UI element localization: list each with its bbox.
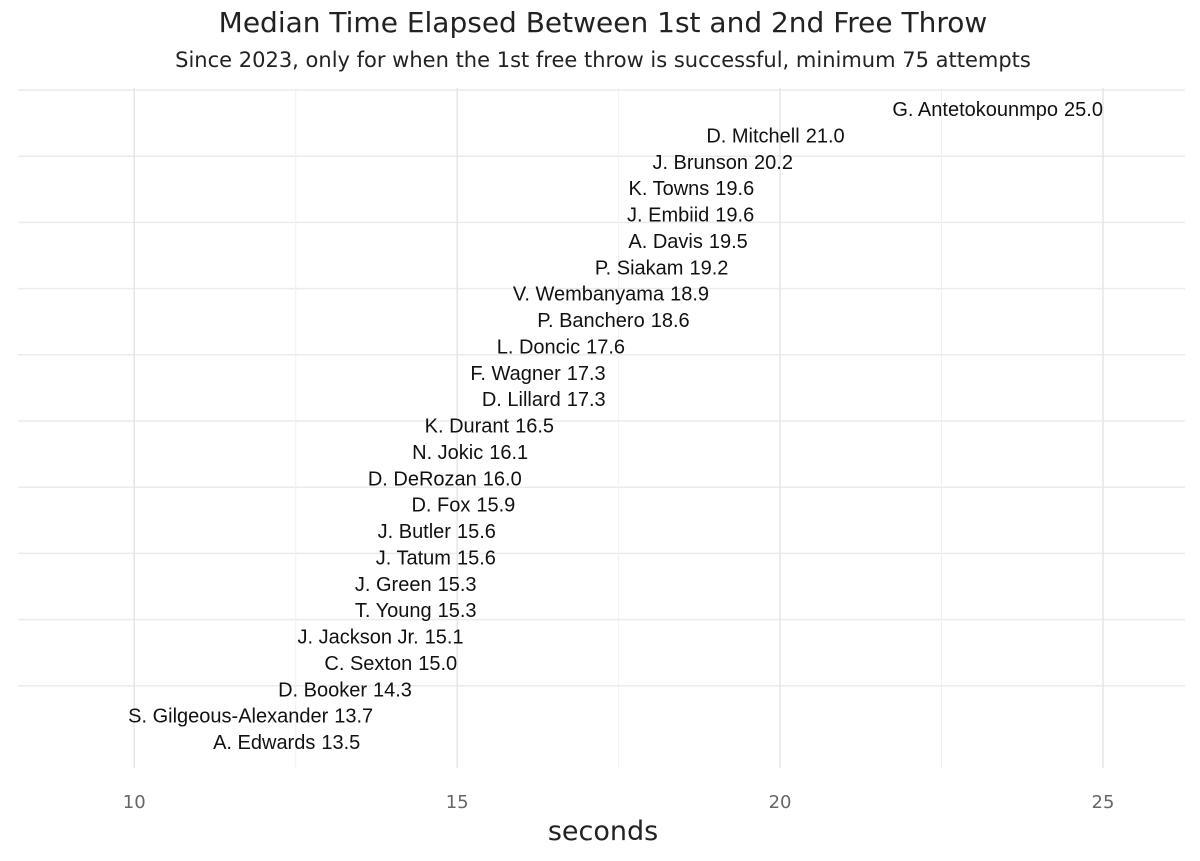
value-label: 17.3: [567, 363, 606, 385]
point-label: D. Lillard 17.3: [482, 389, 606, 411]
value-label: 17.6: [586, 336, 625, 358]
point-label: A. Davis 19.5: [628, 231, 747, 253]
value-label: 19.2: [689, 257, 728, 279]
player-name: D. Booker: [278, 679, 367, 701]
value-label: 19.5: [709, 231, 748, 253]
value-label: 13.7: [334, 706, 373, 728]
point-label: L. Doncic 17.6: [497, 336, 625, 358]
point-label: D. Booker 14.3: [278, 679, 412, 701]
x-tick-label: 10: [123, 792, 146, 813]
x-axis-label: seconds: [548, 816, 658, 847]
value-label: 15.1: [425, 627, 464, 649]
x-tick-label: 20: [769, 792, 792, 813]
player-name: P. Banchero: [537, 310, 645, 332]
point-label: D. DeRozan 16.0: [368, 468, 522, 490]
point-label: K. Durant 16.5: [425, 416, 554, 438]
value-label: 16.0: [483, 468, 522, 490]
point-label: J. Green 15.3: [355, 574, 477, 596]
value-label: 21.0: [806, 125, 845, 147]
point-label: S. Gilgeous-Alexander 13.7: [128, 706, 373, 728]
player-name: C. Sexton: [324, 653, 412, 675]
point-label: V. Wembanyama 18.9: [513, 284, 709, 306]
player-name: S. Gilgeous-Alexander: [128, 706, 328, 728]
player-name: V. Wembanyama: [513, 284, 665, 306]
value-label: 15.3: [438, 574, 477, 596]
point-label: J. Jackson Jr. 15.1: [298, 627, 464, 649]
chart-title: Median Time Elapsed Between 1st and 2nd …: [219, 6, 988, 39]
value-label: 14.3: [373, 679, 412, 701]
value-label: 25.0: [1064, 99, 1103, 121]
player-name: D. DeRozan: [368, 468, 477, 490]
point-label: P. Banchero 18.6: [537, 310, 689, 332]
player-name: K. Towns: [629, 178, 710, 200]
player-name: A. Davis: [628, 231, 702, 253]
point-label: J. Embiid 19.6: [627, 205, 754, 227]
chart-subtitle: Since 2023, only for when the 1st free t…: [175, 48, 1031, 72]
value-label: 16.5: [515, 416, 554, 438]
point-label: J. Butler 15.6: [378, 521, 496, 543]
value-label: 13.5: [321, 732, 360, 754]
x-tick-label: 25: [1092, 792, 1115, 813]
player-name: T. Young: [355, 600, 432, 622]
player-name: D. Lillard: [482, 389, 561, 411]
value-label: 16.1: [489, 442, 528, 464]
point-label: C. Sexton 15.0: [324, 653, 457, 675]
point-label: D. Fox 15.9: [411, 495, 515, 517]
value-label: 18.9: [670, 284, 709, 306]
point-label: F. Wagner 17.3: [470, 363, 605, 385]
value-label: 15.6: [457, 547, 496, 569]
player-name: D. Mitchell: [706, 125, 799, 147]
value-label: 15.6: [457, 521, 496, 543]
player-name: K. Durant: [425, 416, 510, 438]
point-label: J. Tatum 15.6: [376, 547, 496, 569]
player-name: J. Brunson: [652, 152, 748, 174]
value-label: 15.0: [418, 653, 457, 675]
value-label: 20.2: [754, 152, 793, 174]
value-label: 15.3: [438, 600, 477, 622]
point-label: P. Siakam 19.2: [595, 257, 729, 279]
x-tick-label: 15: [446, 792, 469, 813]
player-name: N. Jokic: [412, 442, 483, 464]
player-name: J. Butler: [378, 521, 452, 543]
value-label: 18.6: [651, 310, 690, 332]
point-label: T. Young 15.3: [355, 600, 477, 622]
point-label: K. Towns 19.6: [629, 178, 755, 200]
player-name: A. Edwards: [213, 732, 315, 754]
player-name: P. Siakam: [595, 257, 684, 279]
point-label: A. Edwards 13.5: [213, 732, 360, 754]
player-name: F. Wagner: [470, 363, 561, 385]
point-label: D. Mitchell 21.0: [706, 125, 844, 147]
player-name: J. Jackson Jr.: [298, 627, 419, 649]
player-name: J. Tatum: [376, 547, 451, 569]
player-name: J. Embiid: [627, 205, 709, 227]
value-label: 19.6: [715, 205, 754, 227]
player-name: J. Green: [355, 574, 432, 596]
value-label: 17.3: [567, 389, 606, 411]
point-label: G. Antetokounmpo 25.0: [892, 99, 1103, 121]
point-label: N. Jokic 16.1: [412, 442, 528, 464]
value-label: 15.9: [476, 495, 515, 517]
point-label: J. Brunson 20.2: [652, 152, 793, 174]
player-name: L. Doncic: [497, 336, 580, 358]
player-name: D. Fox: [411, 495, 470, 517]
player-name: G. Antetokounmpo: [892, 99, 1058, 121]
value-label: 19.6: [715, 178, 754, 200]
